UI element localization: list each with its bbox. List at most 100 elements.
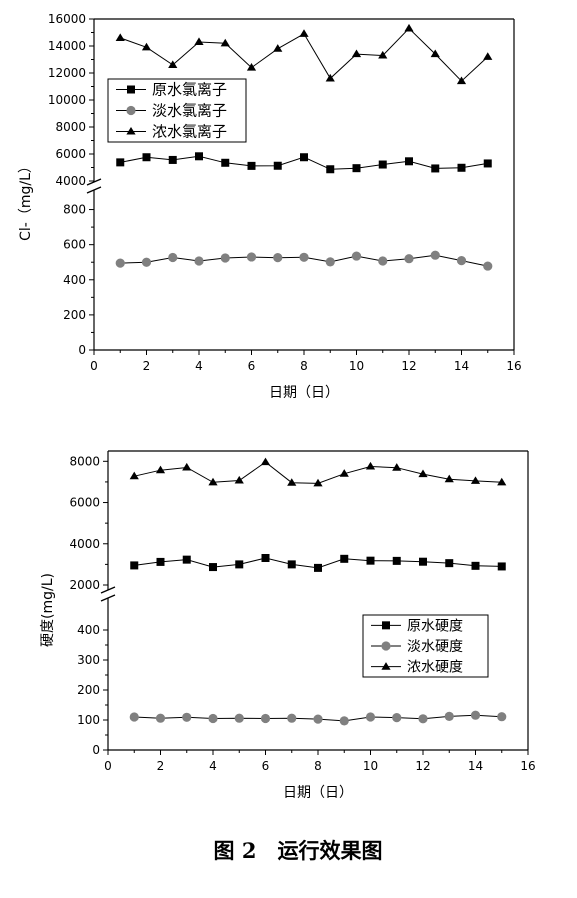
- data-point: [313, 714, 323, 724]
- y-tick-label: 0: [92, 743, 100, 757]
- x-tick-label: 10: [349, 359, 364, 373]
- data-point: [235, 560, 244, 569]
- data-point: [351, 251, 362, 261]
- data-point: [261, 553, 270, 562]
- x-axis-label: 日期（日）: [283, 785, 353, 801]
- data-point: [381, 662, 391, 670]
- data-point: [325, 257, 335, 267]
- data-point: [168, 155, 177, 164]
- data-point: [392, 556, 401, 565]
- data-point: [483, 261, 493, 271]
- data-point: [314, 563, 322, 572]
- data-point: [378, 256, 388, 266]
- data-point: [126, 126, 136, 135]
- data-point: [430, 49, 440, 58]
- data-point: [444, 711, 454, 722]
- chart-chloride: 0 2 4 6 8 10 12 14 16 0 200 400 600 800 4000 6000 8000 10…: [18, 12, 522, 401]
- data-point: [313, 478, 323, 487]
- data-point: [418, 469, 428, 478]
- y-tick-label: 100: [77, 713, 100, 727]
- data-point: [182, 712, 192, 722]
- data-point: [195, 152, 203, 161]
- data-point: [127, 85, 135, 94]
- data-point: [130, 561, 139, 570]
- data-point: [129, 471, 139, 480]
- data-point: [260, 713, 271, 724]
- data-point: [129, 712, 139, 722]
- data-point: [220, 253, 230, 263]
- x-tick-label: 16: [520, 759, 535, 773]
- y-tick-label: 12000: [48, 66, 86, 80]
- x-tick-label: 12: [415, 759, 430, 773]
- data-point: [287, 560, 296, 569]
- y-tick-label: 400: [77, 623, 100, 637]
- data-point: [470, 476, 481, 484]
- x-tick-label: 16: [506, 359, 521, 373]
- data-point: [431, 164, 440, 173]
- data-point: [115, 33, 125, 41]
- data-point: [287, 478, 297, 486]
- y-tick-label: 800: [63, 203, 86, 217]
- data-point: [339, 716, 349, 726]
- data-point: [168, 252, 178, 263]
- data-point: [470, 710, 481, 720]
- data-point: [392, 463, 402, 471]
- data-point: [483, 52, 493, 60]
- x-tick-label: 6: [262, 759, 270, 773]
- data-point: [381, 641, 391, 651]
- y-axis-label: 硬度(mg/L): [40, 573, 56, 647]
- data-point: [418, 714, 428, 724]
- data-point: [194, 256, 204, 266]
- data-point: [483, 159, 492, 168]
- y-tick-label: 16000: [48, 12, 86, 26]
- data-point: [339, 469, 349, 477]
- data-point: [404, 23, 414, 32]
- y-tick-label: 6000: [55, 147, 86, 161]
- x-tick-label: 0: [90, 359, 98, 373]
- y-tick-label: 0: [78, 343, 86, 357]
- data-point: [352, 164, 361, 173]
- data-point: [247, 161, 256, 170]
- y-tick-label: 200: [63, 308, 86, 322]
- axis-break-mark: [86, 186, 102, 194]
- data-point: [221, 158, 230, 167]
- data-point: [142, 153, 151, 162]
- axis-break-mark: [86, 178, 102, 186]
- data-point: [116, 158, 125, 167]
- data-point: [220, 38, 230, 47]
- data-point: [404, 254, 414, 264]
- y-tick-label: 10000: [48, 93, 86, 107]
- data-point: [392, 713, 402, 723]
- data-point: [497, 477, 507, 486]
- y-axis-label: Cl-（mg/L）: [18, 159, 34, 241]
- data-point: [456, 256, 467, 266]
- data-point: [141, 42, 152, 51]
- data-point: [456, 76, 467, 85]
- data-point: [156, 557, 165, 566]
- data-point: [457, 163, 466, 172]
- x-tick-label: 8: [314, 759, 322, 773]
- chart-hardness: 0 2 4 6 8 10 12 14 16 0 100 200 300 400 2000 4000 6000 80…: [40, 450, 536, 801]
- axis-break-mark: [100, 594, 116, 602]
- y-tick-label: 400: [63, 273, 86, 287]
- x-tick-label: 14: [454, 359, 469, 373]
- x-tick-label: 10: [363, 759, 378, 773]
- legend-label: 淡水硬度: [407, 639, 463, 655]
- data-point: [351, 49, 362, 58]
- data-point: [168, 60, 178, 68]
- data-point: [182, 462, 192, 471]
- data-point: [378, 160, 387, 169]
- data-point: [445, 559, 454, 568]
- x-tick-label: 8: [300, 359, 308, 373]
- x-axis-label: 日期（日）: [269, 385, 339, 401]
- data-point: [260, 457, 271, 466]
- data-point: [246, 63, 257, 71]
- y-tick-label: 200: [77, 683, 100, 697]
- data-point: [365, 461, 376, 470]
- data-point: [209, 563, 217, 572]
- data-point: [273, 44, 283, 52]
- data-point: [234, 713, 244, 723]
- y-tick-label: 2000: [69, 578, 100, 592]
